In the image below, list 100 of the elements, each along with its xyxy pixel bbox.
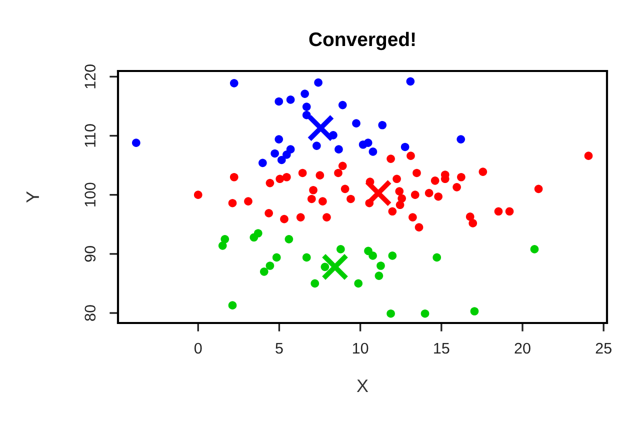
point — [386, 309, 395, 318]
point — [280, 214, 288, 224]
point — [478, 168, 488, 176]
point — [282, 172, 291, 182]
point — [466, 212, 474, 221]
point — [408, 213, 417, 222]
point — [284, 234, 294, 244]
x-tick-label: 20 — [514, 342, 530, 354]
point — [400, 142, 410, 152]
point — [266, 262, 274, 270]
point — [338, 100, 347, 110]
y-axis-title: Y — [26, 191, 39, 203]
x-tick-label: 15 — [434, 343, 450, 354]
point — [457, 172, 466, 182]
point — [296, 213, 305, 222]
point — [396, 200, 404, 210]
point — [352, 119, 360, 128]
point — [452, 182, 461, 192]
point — [505, 207, 514, 216]
point — [456, 135, 466, 144]
point — [300, 90, 310, 98]
point — [194, 190, 202, 200]
point — [334, 168, 342, 178]
point — [132, 138, 140, 148]
point — [424, 188, 434, 198]
chart-title: Converged! — [309, 32, 415, 50]
point — [274, 97, 284, 106]
point — [584, 152, 593, 160]
point — [365, 198, 374, 208]
point — [338, 162, 347, 170]
point — [228, 301, 237, 310]
y-tick-label: 120 — [84, 64, 96, 88]
point — [432, 253, 442, 262]
point — [378, 120, 387, 130]
point — [406, 152, 415, 160]
point — [316, 171, 324, 180]
point — [410, 190, 420, 200]
point — [329, 131, 338, 140]
x-tick-label: 10 — [352, 342, 368, 354]
point — [282, 150, 291, 159]
point — [250, 233, 258, 242]
point — [302, 253, 311, 262]
point — [310, 279, 320, 288]
point — [412, 168, 421, 178]
point — [430, 176, 440, 185]
point — [276, 174, 284, 184]
point — [368, 252, 377, 260]
point — [368, 148, 378, 156]
point — [530, 245, 539, 254]
point — [374, 272, 384, 280]
point — [354, 279, 363, 288]
point — [277, 156, 286, 164]
point — [307, 114, 334, 142]
point — [298, 168, 307, 178]
point — [406, 77, 415, 86]
point — [388, 207, 397, 216]
x-tick-label: 0 — [194, 342, 202, 354]
point — [470, 307, 479, 316]
y-tick-label: 100 — [84, 182, 96, 206]
point — [258, 158, 267, 168]
y-tick-label: 80 — [84, 305, 96, 321]
point — [286, 96, 295, 104]
point — [312, 142, 321, 150]
point — [364, 138, 372, 148]
point — [302, 102, 311, 111]
point — [494, 207, 503, 216]
point — [388, 252, 397, 260]
point — [376, 262, 385, 270]
x-axis-title: X — [356, 380, 368, 392]
point — [230, 172, 238, 182]
y-tick-label: 110 — [84, 124, 96, 147]
point — [395, 187, 404, 196]
point — [264, 208, 274, 218]
point — [322, 213, 331, 222]
point — [340, 184, 350, 194]
point — [468, 219, 478, 228]
point — [434, 192, 442, 201]
point — [321, 253, 349, 281]
point — [218, 241, 227, 250]
x-tick-label: 5 — [276, 343, 283, 354]
point — [228, 198, 237, 208]
point — [334, 145, 343, 154]
point — [336, 245, 345, 254]
point — [320, 262, 330, 272]
point — [346, 194, 355, 204]
point — [314, 78, 322, 87]
point — [420, 309, 430, 318]
point — [270, 149, 280, 158]
point — [274, 135, 284, 144]
point — [309, 186, 318, 194]
point — [244, 197, 252, 206]
point — [398, 194, 406, 203]
point — [534, 184, 543, 194]
point — [386, 154, 395, 163]
point — [266, 178, 274, 188]
point — [260, 267, 268, 276]
point — [302, 110, 311, 120]
point — [230, 79, 238, 88]
point — [307, 194, 316, 204]
point — [318, 197, 327, 206]
